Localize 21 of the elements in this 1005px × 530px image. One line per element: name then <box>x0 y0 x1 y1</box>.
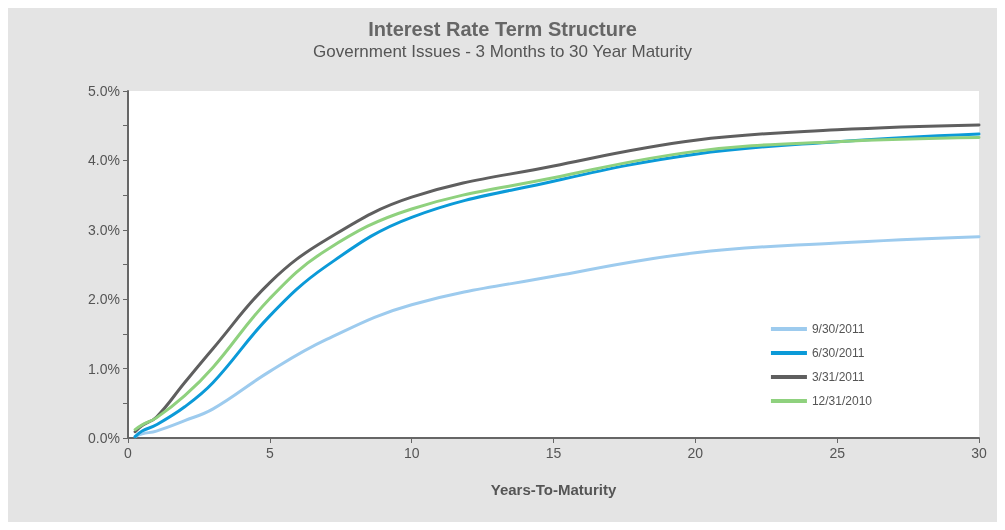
x-tick-label: 25 <box>829 445 846 461</box>
x-tick-label: 30 <box>971 445 987 461</box>
legend-label: 6/30/2011 <box>811 346 865 360</box>
x-axis-title: Years-To-Maturity <box>490 481 617 498</box>
legend-label: 9/30/2011 <box>811 322 865 336</box>
x-tick-label: 10 <box>403 445 420 461</box>
y-tick-label: 5.0% <box>88 83 120 99</box>
y-tick-label: 1.0% <box>88 360 120 377</box>
x-tick-label: 0 <box>124 445 133 461</box>
legend-label: 3/31/2011 <box>811 370 865 384</box>
chart-title: Interest Rate Term Structure <box>368 18 637 40</box>
y-tick-label: 3.0% <box>88 221 120 238</box>
chart-subtitle: Government Issues - 3 Months to 30 Year Maturity <box>313 42 693 61</box>
legend-label: 12/31/2010 <box>811 394 873 408</box>
line-series <box>133 235 981 439</box>
y-tick-label: 0.0% <box>88 430 120 446</box>
y-tick-label: 2.0% <box>88 291 120 308</box>
y-tick-label: 4.0% <box>88 152 120 169</box>
x-tick-label: 15 <box>545 445 562 461</box>
x-tick-label: 20 <box>687 445 704 461</box>
x-tick-label: 5 <box>265 445 274 461</box>
